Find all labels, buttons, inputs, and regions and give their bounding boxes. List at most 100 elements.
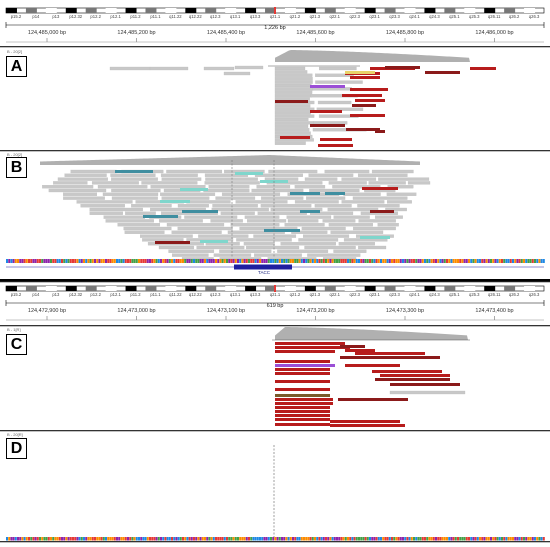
aligned-read (270, 207, 323, 212)
mismatch-read (342, 94, 382, 97)
reference-base (338, 537, 341, 541)
reference-base (65, 537, 68, 541)
reference-base (267, 259, 270, 263)
aligned-read (302, 234, 350, 238)
reference-base (534, 537, 536, 541)
track-name-c: B - 1[R] (7, 327, 21, 332)
mismatch-read (310, 124, 345, 127)
reference-base (14, 537, 17, 541)
top-cytoband-label: q22.3 (349, 14, 360, 19)
reference-base (474, 537, 477, 541)
reference-base (281, 259, 283, 263)
reference-base (234, 537, 237, 541)
reference-base (463, 537, 466, 541)
top-tick-label: 124,485,000 bp (27, 30, 67, 36)
reference-base (25, 259, 28, 263)
bottom-cytoband (85, 286, 97, 291)
reference-base (311, 259, 314, 263)
mismatch-read (275, 402, 333, 405)
aligned-read (63, 192, 98, 196)
reference-base (538, 537, 541, 541)
reference-base (369, 537, 371, 541)
reference-base (404, 259, 407, 263)
reference-base (347, 259, 349, 263)
reference-base (69, 537, 72, 541)
mismatch-read (275, 100, 308, 103)
reference-base (190, 537, 193, 541)
reference-base (151, 259, 154, 263)
reference-base (316, 259, 319, 263)
bottom-cytoband (524, 286, 536, 291)
reference-base (94, 259, 96, 263)
aligned-read (341, 177, 377, 181)
reference-base (76, 537, 79, 541)
reference-base (380, 259, 382, 263)
reference-base (395, 259, 398, 263)
aligned-read (386, 192, 417, 196)
aligned-read (203, 188, 250, 193)
reference-base (182, 259, 184, 263)
reference-base (296, 259, 299, 263)
reference-base (72, 537, 74, 541)
reference-base (338, 259, 341, 263)
reference-base (540, 537, 543, 541)
aligned-read (353, 226, 396, 231)
reference-base (111, 537, 114, 541)
reference-base (468, 259, 470, 263)
reference-base (542, 259, 545, 263)
reference-base (424, 259, 426, 263)
reference-base (494, 259, 497, 263)
reference-base (300, 537, 303, 541)
reference-base (118, 259, 121, 263)
reference-base (320, 259, 323, 263)
aligned-read (208, 185, 250, 189)
reference-base (197, 537, 200, 541)
mismatch-read (275, 423, 330, 426)
reference-base (166, 259, 169, 263)
reference-base (278, 259, 281, 263)
reference-base (465, 537, 468, 541)
reference-base (534, 259, 536, 263)
top-cytoband-label: q21.3 (309, 14, 321, 19)
reference-base (377, 259, 380, 263)
aligned-read (280, 242, 336, 246)
reference-base (406, 537, 409, 541)
bottom-tick-label: 124,473,100 bp (206, 308, 246, 314)
reference-base (65, 259, 68, 263)
reference-base (76, 259, 79, 263)
top-cytoband (125, 8, 137, 13)
reference-base (492, 259, 495, 263)
reference-base (232, 537, 235, 541)
reference-base (54, 537, 57, 541)
reference-base (395, 537, 398, 541)
reference-base (135, 537, 138, 541)
reference-base (435, 537, 437, 541)
aligned-read (205, 177, 258, 181)
reference-base (74, 537, 77, 541)
aligned-read (333, 215, 370, 219)
mismatch-read (340, 345, 365, 348)
reference-base (421, 537, 424, 541)
reference-base (267, 537, 270, 541)
reference-base (234, 259, 237, 263)
reference-base (439, 259, 442, 263)
reference-base (529, 537, 532, 541)
reference-base (12, 537, 15, 541)
reference-base (107, 259, 110, 263)
reference-base (162, 537, 165, 541)
reference-base (520, 537, 523, 541)
reference-base (248, 537, 250, 541)
aligned-read (309, 188, 360, 193)
reference-base (219, 259, 222, 263)
aligned-read (330, 230, 384, 234)
aligned-read (377, 223, 399, 227)
reference-base (360, 537, 363, 541)
aligned-read (184, 215, 238, 219)
reference-base (507, 259, 510, 263)
reference-base (96, 259, 99, 263)
reference-base (490, 537, 492, 541)
aligned-read (298, 238, 339, 242)
track-separator (0, 46, 550, 48)
reference-base (276, 259, 279, 263)
